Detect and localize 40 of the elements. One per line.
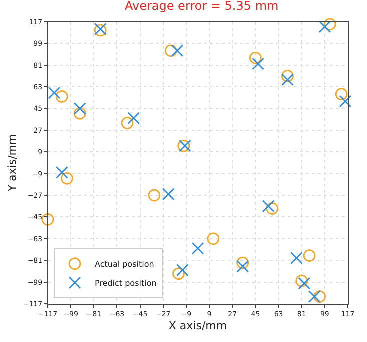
point bbox=[128, 112, 140, 125]
point bbox=[162, 188, 175, 201]
point bbox=[252, 58, 264, 70]
x-axis-title: X axis/mm bbox=[168, 320, 228, 333]
point bbox=[335, 88, 348, 101]
point bbox=[290, 252, 303, 264]
chart-title: Average error = 5.35 mm bbox=[124, 0, 279, 14]
point bbox=[56, 90, 68, 103]
point bbox=[148, 189, 161, 202]
legend-label: Actual position bbox=[95, 260, 154, 269]
point bbox=[318, 20, 332, 34]
point bbox=[308, 290, 321, 303]
point bbox=[314, 290, 326, 303]
point bbox=[282, 70, 294, 82]
point bbox=[249, 52, 262, 64]
point bbox=[296, 274, 308, 288]
legend-label: Predict position bbox=[95, 278, 157, 288]
point bbox=[339, 95, 352, 108]
point bbox=[61, 172, 74, 185]
point bbox=[298, 277, 311, 290]
point bbox=[176, 264, 189, 276]
point bbox=[74, 107, 86, 120]
point bbox=[56, 166, 68, 179]
point bbox=[303, 250, 316, 262]
point bbox=[192, 242, 204, 255]
y-axis-title: Y axis/mm bbox=[6, 134, 20, 193]
point bbox=[324, 18, 336, 31]
point bbox=[74, 102, 86, 115]
point bbox=[236, 256, 250, 270]
point bbox=[207, 232, 220, 246]
point bbox=[172, 268, 185, 280]
point bbox=[262, 200, 275, 213]
point bbox=[164, 44, 178, 58]
point bbox=[42, 213, 54, 226]
point bbox=[121, 117, 134, 130]
point bbox=[266, 202, 279, 215]
point bbox=[171, 44, 184, 58]
point bbox=[282, 74, 294, 86]
point bbox=[48, 86, 61, 100]
point bbox=[236, 260, 250, 273]
